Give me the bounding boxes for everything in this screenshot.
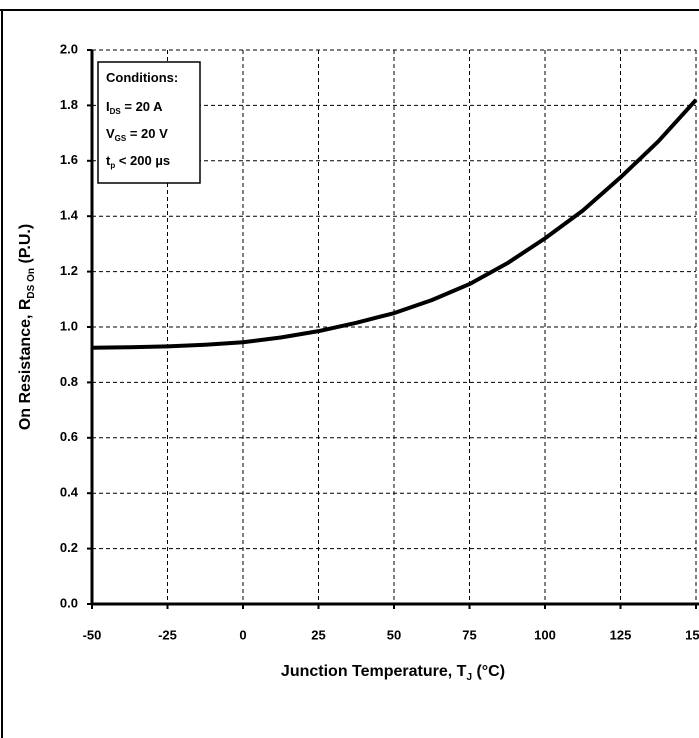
conditions-box xyxy=(97,61,201,184)
y-label-rest: (P.U.) xyxy=(17,224,34,268)
x-label-main: Junction Temperature, T xyxy=(281,663,467,680)
y-axis-label: On Resistance, RDS On (P.U.) xyxy=(17,224,37,430)
conditions: IDS = 20 A VGS = 20 V tp < 200 µs xyxy=(106,99,170,170)
condition-sub: GS xyxy=(115,134,127,143)
x-label-sub: J xyxy=(466,672,472,683)
y-tick-label: 1.4 xyxy=(60,208,79,223)
data-line xyxy=(91,98,698,350)
condition-line: IDS = 20 A xyxy=(106,99,163,116)
x-tick-label: 150 xyxy=(685,627,699,642)
y-tick-label: 1.0 xyxy=(60,318,78,333)
y-tick-label: 0.4 xyxy=(60,485,79,500)
condition-sub: p xyxy=(110,161,115,170)
condition-sub: DS xyxy=(110,107,122,116)
y-tick-label: 0.2 xyxy=(60,540,78,555)
y-tick-label: 1.6 xyxy=(60,152,78,167)
x-tick-label: 75 xyxy=(462,627,476,642)
condition-rest: < 200 µs xyxy=(115,153,170,168)
y-label-sub: DS On xyxy=(26,268,37,299)
x-tick-label: 0 xyxy=(239,627,246,642)
condition-main: t xyxy=(106,153,111,168)
x-tick-label: -50 xyxy=(83,627,102,642)
x-tick-label: 100 xyxy=(534,627,556,642)
y-tick-label: 2.0 xyxy=(60,41,78,56)
condition-line: VGS = 20 V xyxy=(106,126,168,143)
y-label-main: On Resistance, R xyxy=(17,298,34,430)
x-axis-label: Junction Temperature, TJ (°C) xyxy=(281,663,505,683)
y-tick-label: 1.8 xyxy=(60,97,78,112)
condition-rest: = 20 V xyxy=(126,126,168,141)
y-tick-label: 0.8 xyxy=(60,374,78,389)
condition-main: V xyxy=(106,126,115,141)
y-tick-label: 0.6 xyxy=(60,429,78,444)
x-tick-label: 25 xyxy=(311,627,325,642)
condition-main: I xyxy=(106,99,110,114)
x-tick-label: 50 xyxy=(387,627,401,642)
x-tick-label: 125 xyxy=(610,627,632,642)
condition-line: tp < 200 µs xyxy=(106,153,170,170)
conditions-title: Conditions: xyxy=(106,70,178,85)
y-tick-label: 1.2 xyxy=(60,263,78,278)
x-tick-label: -25 xyxy=(158,627,177,642)
y-tick-label: 0.0 xyxy=(60,595,78,610)
x-label-rest: (°C) xyxy=(472,663,505,680)
condition-rest: = 20 A xyxy=(121,99,163,114)
